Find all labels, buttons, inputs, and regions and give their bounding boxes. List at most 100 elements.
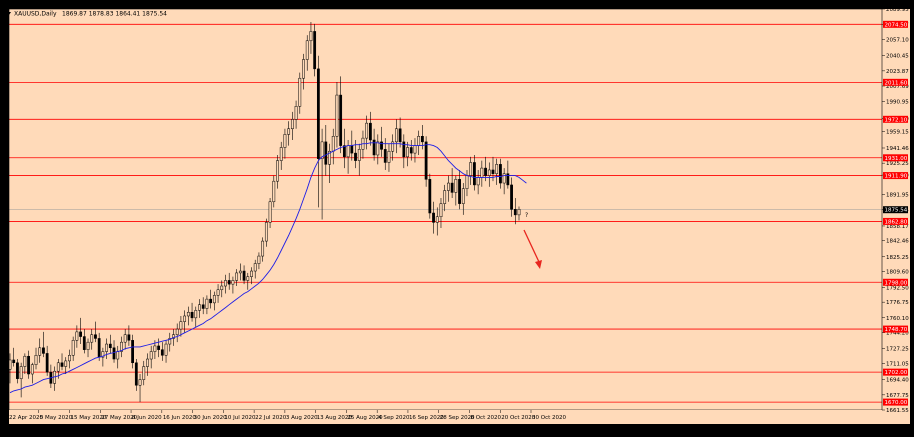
candle-body[interactable] xyxy=(168,338,172,345)
candle-body[interactable] xyxy=(116,351,120,360)
candle-body[interactable] xyxy=(447,182,450,191)
candle-body[interactable] xyxy=(268,201,272,223)
candle-body[interactable] xyxy=(513,209,517,216)
candle-body[interactable] xyxy=(220,285,224,291)
candle-body[interactable] xyxy=(86,341,90,350)
candle-body[interactable] xyxy=(387,150,391,163)
candle-body[interactable] xyxy=(328,150,331,165)
candle-body[interactable] xyxy=(283,134,287,148)
candle-body[interactable] xyxy=(105,343,108,352)
candle-body[interactable] xyxy=(261,240,265,257)
candle-body[interactable] xyxy=(190,311,194,319)
candle-body[interactable] xyxy=(235,272,239,281)
candle-body[interactable] xyxy=(339,94,343,146)
candle-body[interactable] xyxy=(402,141,406,158)
candle-body[interactable] xyxy=(64,360,68,367)
candle-body[interactable] xyxy=(395,128,398,143)
candle-body[interactable] xyxy=(179,321,183,330)
candle-body[interactable] xyxy=(82,336,86,350)
candle-body[interactable] xyxy=(212,295,216,304)
candle-body[interactable] xyxy=(450,182,454,193)
candle-body[interactable] xyxy=(138,379,142,386)
candle-body[interactable] xyxy=(257,255,261,264)
candle-body[interactable] xyxy=(510,184,513,210)
candle-body[interactable] xyxy=(276,160,279,182)
candle-body[interactable] xyxy=(428,179,432,214)
collapse-triangle-icon[interactable] xyxy=(7,12,11,15)
candle-body[interactable] xyxy=(45,353,49,373)
candle-body[interactable] xyxy=(383,149,387,163)
candle-body[interactable] xyxy=(354,152,357,161)
candle-body[interactable] xyxy=(279,147,283,161)
candle-body[interactable] xyxy=(417,136,421,146)
candle-body[interactable] xyxy=(94,334,97,339)
candle-body[interactable] xyxy=(443,190,447,204)
candle-body[interactable] xyxy=(458,179,461,204)
candle-body[interactable] xyxy=(484,167,487,176)
candle-body[interactable] xyxy=(350,145,354,154)
candle-body[interactable] xyxy=(365,122,369,139)
candle-body[interactable] xyxy=(294,106,298,120)
candle-body[interactable] xyxy=(56,362,60,372)
candle-body[interactable] xyxy=(302,59,305,79)
candle-body[interactable] xyxy=(153,345,157,352)
candle-body[interactable] xyxy=(432,212,435,223)
candle-body[interactable] xyxy=(391,141,395,152)
candle-body[interactable] xyxy=(465,175,469,189)
candle-body[interactable] xyxy=(227,280,231,285)
candle-body[interactable] xyxy=(439,203,443,218)
candle-body[interactable] xyxy=(97,338,101,358)
candle-body[interactable] xyxy=(164,343,168,356)
candle-body[interactable] xyxy=(331,136,335,152)
candle-body[interactable] xyxy=(424,141,428,180)
candle-body[interactable] xyxy=(313,31,317,70)
candle-body[interactable] xyxy=(123,334,127,343)
candle-body[interactable] xyxy=(346,145,350,158)
candle-body[interactable] xyxy=(238,270,242,274)
candle-body[interactable] xyxy=(409,147,413,154)
candle-body[interactable] xyxy=(246,276,250,281)
candle-body[interactable] xyxy=(68,355,71,362)
candle-body[interactable] xyxy=(127,334,131,341)
candle-body[interactable] xyxy=(90,334,94,343)
candle-body[interactable] xyxy=(476,177,480,186)
candle-body[interactable] xyxy=(231,280,235,285)
candle-body[interactable] xyxy=(250,270,253,277)
candle-body[interactable] xyxy=(320,141,324,159)
candle-body[interactable] xyxy=(253,263,257,272)
candle-body[interactable] xyxy=(491,169,495,174)
candle-body[interactable] xyxy=(146,358,149,367)
candle-body[interactable] xyxy=(290,119,294,130)
candle-body[interactable] xyxy=(324,141,328,165)
candle-body[interactable] xyxy=(480,167,484,178)
candle-body[interactable] xyxy=(421,136,424,143)
candle-body[interactable] xyxy=(101,351,105,358)
candle-body[interactable] xyxy=(198,304,201,311)
candle-body[interactable] xyxy=(342,145,346,158)
candle-body[interactable] xyxy=(79,331,82,337)
candle-body[interactable] xyxy=(272,180,276,203)
candle-body[interactable] xyxy=(380,141,383,150)
candle-body[interactable] xyxy=(264,222,268,242)
candle-body[interactable] xyxy=(335,94,339,137)
candle-body[interactable] xyxy=(60,362,64,367)
candle-body[interactable] xyxy=(502,173,506,184)
candle-body[interactable] xyxy=(413,145,417,154)
candle-body[interactable] xyxy=(42,347,45,354)
candle-body[interactable] xyxy=(224,280,227,287)
candle-body[interactable] xyxy=(209,298,213,304)
candle-body[interactable] xyxy=(242,270,246,281)
candle-body[interactable] xyxy=(38,347,42,356)
candle-body[interactable] xyxy=(398,128,402,143)
candle-body[interactable] xyxy=(194,310,198,319)
candle-body[interactable] xyxy=(30,364,34,375)
candle-body[interactable] xyxy=(142,366,146,380)
candle-body[interactable] xyxy=(473,162,476,186)
candle-body[interactable] xyxy=(205,298,209,309)
candle-body[interactable] xyxy=(172,334,175,339)
candle-body[interactable] xyxy=(27,355,30,375)
candle-body[interactable] xyxy=(506,173,510,186)
candle-body[interactable] xyxy=(357,149,361,161)
candle-body[interactable] xyxy=(309,31,313,42)
